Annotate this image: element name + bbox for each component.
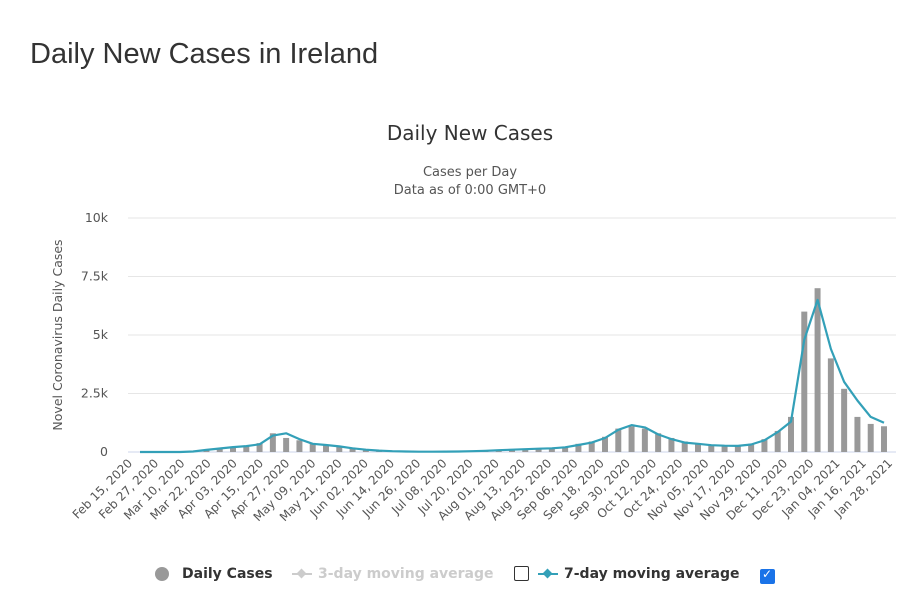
daily-cases-bar[interactable] [748, 443, 755, 452]
ma7-series-line[interactable] [140, 298, 885, 454]
daily-cases-bar[interactable] [788, 416, 794, 452]
daily-cases-bar[interactable] [283, 437, 290, 452]
legend-7-day-average[interactable]: 7-day moving average [538, 562, 740, 586]
daily-cases-bar[interactable] [708, 444, 715, 452]
daily-cases-bar[interactable] [628, 426, 635, 452]
daily-cases-bar[interactable] [296, 440, 303, 452]
daily-cases-bar[interactable] [548, 448, 555, 452]
daily-cases-bar[interactable] [841, 388, 848, 452]
y-tick-label: 7.5k [81, 269, 109, 284]
daily-cases-bar[interactable] [721, 445, 728, 452]
daily-cases-bar[interactable] [588, 441, 595, 452]
daily-cases-chart: Daily New Cases Cases per Day Data as of… [50, 121, 896, 524]
y-axis-label: Novel Coronavirus Daily Cases [50, 239, 65, 430]
line-marker-icon [292, 567, 312, 581]
daily-cases-bar[interactable] [309, 443, 316, 452]
legend-3-day-average[interactable]: 3-day moving average [292, 562, 494, 586]
daily-cases-bar[interactable] [881, 426, 887, 452]
daily-cases-bar[interactable] [362, 449, 369, 452]
chart-subtitle-line-1: Cases per Day [423, 165, 517, 180]
daily-cases-bar[interactable] [535, 448, 542, 452]
daily-cases-bar[interactable] [774, 430, 781, 452]
daily-cases-bar[interactable] [256, 443, 263, 452]
chart-legend: Daily Cases 3-day moving average 7-day m… [0, 562, 923, 590]
line-marker-icon [538, 567, 558, 581]
y-tick-label: 5k [93, 327, 109, 342]
daily-cases-bar[interactable] [269, 433, 276, 452]
legend-7-day-average-label: 7-day moving average [564, 566, 740, 582]
daily-cases-bar[interactable] [230, 446, 236, 452]
y-tick-label: 0 [100, 444, 108, 459]
legend-daily-cases[interactable]: Daily Cases [155, 562, 273, 586]
daily-cases-bar[interactable] [602, 436, 608, 452]
daily-cases-bar[interactable] [615, 428, 622, 452]
daily-cases-bar[interactable] [243, 446, 250, 452]
page-title: Daily New Cases in Ireland [30, 38, 379, 70]
daily-cases-bar[interactable] [827, 358, 834, 452]
3-day-average-checkbox[interactable] [514, 566, 529, 581]
daily-cases-bar[interactable] [814, 288, 821, 452]
daily-cases-bar[interactable] [761, 439, 768, 452]
daily-cases-bar[interactable] [695, 443, 701, 452]
daily-cases-bar[interactable] [655, 433, 662, 452]
daily-cases-bar[interactable] [681, 441, 688, 452]
chart-title: Daily New Cases [387, 121, 553, 145]
daily-cases-bar[interactable] [734, 445, 741, 452]
7-day-average-checkbox[interactable]: ✓ [760, 567, 775, 584]
daily-cases-bar[interactable] [668, 437, 675, 452]
checkmark-icon: ✓ [762, 567, 773, 581]
chart-subtitle-line-2: Data as of 0:00 GMT+0 [394, 183, 546, 198]
legend-daily-cases-label: Daily Cases [182, 566, 273, 582]
daily-cases-bar[interactable] [509, 449, 515, 452]
daily-cases-bar[interactable] [641, 428, 648, 452]
daily-cases-bar[interactable] [854, 416, 861, 452]
daily-cases-bar[interactable] [867, 423, 874, 452]
daily-cases-bar[interactable] [323, 444, 329, 452]
daily-cases-bar[interactable] [216, 448, 223, 452]
y-tick-label: 2.5k [81, 386, 109, 401]
y-tick-label: 10k [85, 210, 109, 225]
daily-cases-bar[interactable] [575, 443, 582, 452]
daily-cases-dot-icon [155, 567, 169, 581]
daily-cases-bar[interactable] [801, 311, 808, 452]
legend-3-day-average-label: 3-day moving average [318, 566, 494, 582]
daily-cases-bar[interactable] [349, 448, 356, 452]
daily-cases-bar[interactable] [336, 446, 343, 452]
daily-cases-bar[interactable] [562, 446, 569, 452]
